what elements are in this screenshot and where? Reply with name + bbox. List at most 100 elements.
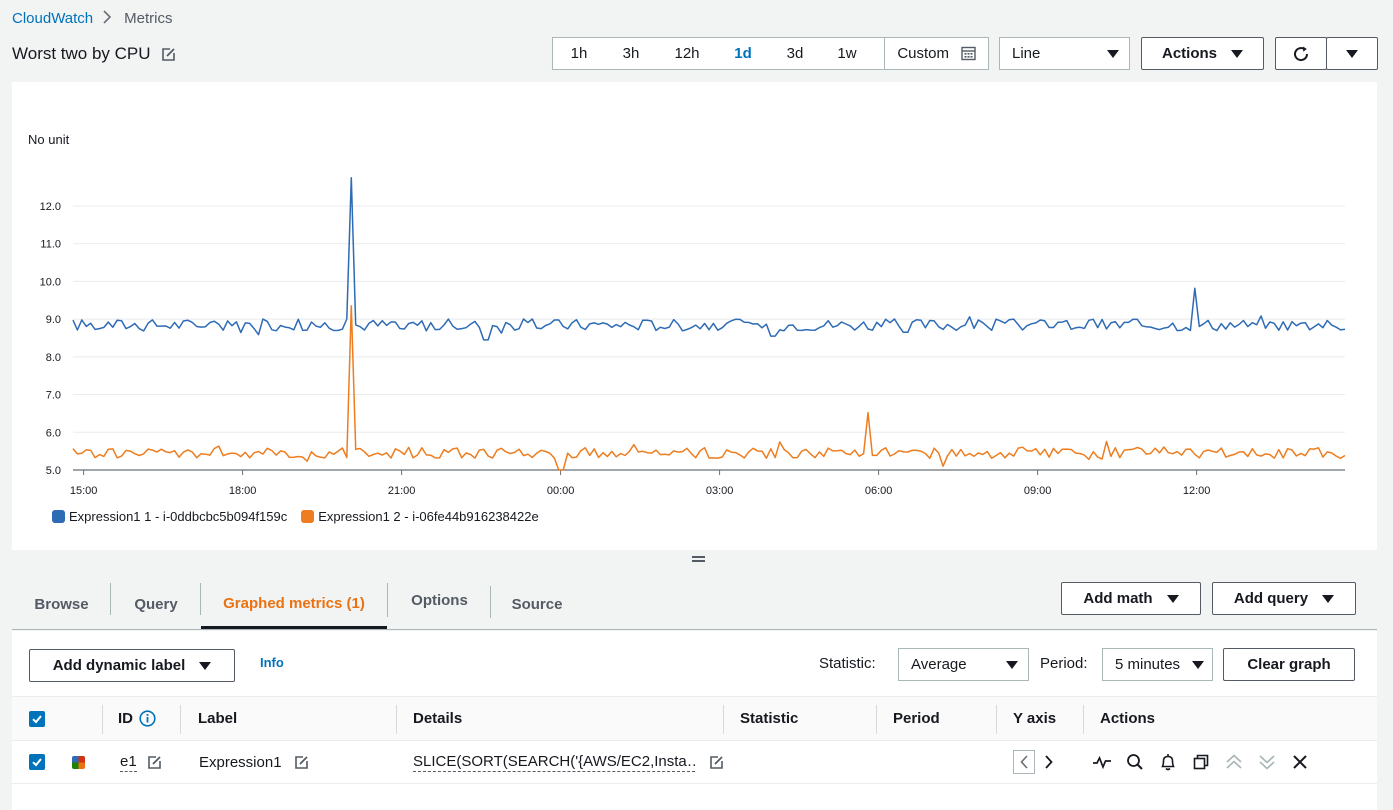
table-row: e1 Expression1 SLICE(SORT(SEARCH('{AWS/E… — [12, 741, 1377, 784]
period-select[interactable]: 5 minutes — [1102, 648, 1213, 681]
y-tick-label: 6.0 — [46, 427, 61, 439]
column-actions: Actions — [1100, 710, 1156, 727]
time-range-1d[interactable]: 1d — [734, 45, 752, 62]
caret-down-icon — [1322, 594, 1335, 603]
caret-down-icon — [1231, 49, 1243, 58]
period-label: Period: — [1040, 655, 1088, 672]
caret-down-icon — [1006, 660, 1018, 669]
y-tick-label: 9.0 — [46, 314, 61, 326]
tab-graphed-metrics[interactable]: Graphed metrics (1) — [201, 580, 387, 629]
edit-icon[interactable] — [147, 755, 162, 770]
move-up-icon[interactable] — [1224, 752, 1244, 772]
time-range-3d[interactable]: 3d — [786, 45, 804, 62]
clear-graph-button[interactable]: Clear graph — [1223, 648, 1355, 681]
resize-handle[interactable] — [692, 556, 705, 562]
x-tick-label: 15:00 — [70, 485, 98, 497]
x-tick-label: 18:00 — [229, 485, 257, 497]
column-label: Label — [198, 710, 238, 727]
y-tick-label: 8.0 — [46, 352, 61, 364]
legend-swatch-orange — [301, 510, 315, 523]
time-range-1h[interactable]: 1h — [570, 45, 588, 62]
caret-down-icon — [1166, 594, 1179, 603]
graphed-metrics-panel: Add dynamic label Info Statistic: Averag… — [12, 631, 1377, 810]
select-all-checkbox[interactable] — [29, 697, 45, 740]
column-period: Period — [893, 710, 940, 727]
series-line-1 — [72, 176, 1346, 341]
y-tick-label: 10.0 — [40, 276, 61, 288]
chart-legend: Expression1 1 - i-0ddbcbc5b094f159c Expr… — [52, 509, 539, 524]
legend-item-series-1[interactable]: Expression1 1 - i-0ddbcbc5b094f159c — [52, 509, 287, 524]
search-icon[interactable] — [1125, 752, 1145, 772]
tab-browse[interactable]: Browse — [12, 580, 111, 629]
tab-query[interactable]: Query — [111, 580, 201, 629]
refresh-button[interactable] — [1275, 37, 1327, 70]
statistic-label: Statistic: — [819, 655, 876, 672]
row-label-cell: Expression1 — [199, 741, 309, 783]
metrics-table-header: ID Label Details Statistic Period Y axis… — [12, 696, 1377, 741]
add-dynamic-label-button[interactable]: Add dynamic label — [29, 649, 235, 682]
actions-button[interactable]: Actions — [1141, 37, 1264, 70]
x-tick-label: 03:00 — [706, 485, 734, 497]
column-y-axis: Y axis — [1013, 710, 1057, 727]
x-tick-label: 12:00 — [1183, 485, 1211, 497]
row-details-cell: SLICE(SORT(SEARCH('{AWS/EC2,Insta… — [413, 741, 724, 783]
line-chart: 5.0 6.0 7.0 8.0 9.0 10.0 11.0 12.0 15:00 18:00 21:… — [40, 176, 1346, 497]
row-checkbox[interactable] — [29, 741, 45, 783]
chevron-right-icon — [103, 10, 112, 27]
chevron-right-icon[interactable] — [1037, 750, 1059, 774]
time-range-selector: 1h 3h 12h 1d 3d 1w Custom — [552, 37, 989, 70]
column-statistic: Statistic — [740, 710, 799, 727]
time-range-12h[interactable]: 12h — [674, 45, 700, 62]
tab-source[interactable]: Source — [511, 596, 563, 613]
tab-options[interactable]: Options — [387, 583, 491, 618]
y-axis-unit-label: No unit — [28, 132, 70, 147]
add-query-button[interactable]: Add query — [1212, 582, 1356, 615]
refresh-options-button[interactable] — [1326, 37, 1378, 70]
close-icon[interactable] — [1290, 752, 1310, 772]
edit-icon[interactable] — [294, 755, 309, 770]
metrics-tabs: Browse Query Graphed metrics (1) Options… — [12, 580, 1377, 630]
graph-type-select[interactable]: Line — [999, 37, 1130, 70]
caret-down-icon — [199, 661, 212, 670]
row-actions — [1092, 741, 1310, 783]
refresh-icon — [1292, 45, 1310, 63]
calendar-icon — [961, 46, 976, 61]
bell-alarm-icon[interactable] — [1158, 752, 1178, 772]
x-tick-label: 21:00 — [388, 485, 416, 497]
legend-item-series-2[interactable]: Expression1 2 - i-06fe44b916238422e — [301, 509, 539, 524]
graph-title: Worst two by CPU — [12, 44, 151, 63]
y-axis-switch — [1013, 741, 1059, 783]
caret-down-icon — [1192, 660, 1204, 669]
legend-swatch-blue — [52, 510, 65, 523]
info-link[interactable]: Info — [260, 655, 284, 670]
time-range-3h[interactable]: 3h — [622, 45, 640, 62]
copy-icon[interactable] — [1191, 752, 1211, 772]
x-tick-label: 06:00 — [865, 485, 893, 497]
time-range-custom[interactable]: Custom — [884, 38, 988, 69]
breadcrumb-current: Metrics — [124, 10, 173, 27]
caret-down-icon — [1346, 49, 1358, 58]
breadcrumb: CloudWatch Metrics — [12, 10, 173, 27]
move-down-icon[interactable] — [1257, 752, 1277, 772]
edit-icon[interactable] — [161, 47, 176, 62]
chevron-left-icon[interactable] — [1013, 750, 1035, 774]
column-id: ID — [118, 697, 156, 740]
statistic-select[interactable]: Average — [898, 648, 1029, 681]
y-tick-label: 5.0 — [46, 465, 61, 477]
x-tick-label: 09:00 — [1024, 485, 1052, 497]
y-tick-label: 12.0 — [40, 201, 61, 213]
color-swatch-icon[interactable] — [70, 741, 87, 783]
add-math-button[interactable]: Add math — [1061, 582, 1201, 615]
metrics-chart: No unit 5.0 6.0 7.0 8.0 9.0 10.0 11.0 12.0 15:00… — [12, 82, 1377, 550]
info-icon[interactable] — [139, 710, 156, 727]
y-tick-label: 11.0 — [40, 239, 61, 251]
time-range-1w[interactable]: 1w — [837, 45, 857, 62]
series-line-2 — [72, 305, 1346, 471]
x-tick-label: 00:00 — [547, 485, 575, 497]
caret-down-icon — [1107, 49, 1119, 58]
graph-title-row: Worst two by CPU — [12, 44, 176, 64]
edit-icon[interactable] — [709, 755, 724, 770]
graph-with-sparkline-icon[interactable] — [1092, 752, 1112, 772]
column-details: Details — [413, 710, 463, 727]
breadcrumb-cloudwatch-link[interactable]: CloudWatch — [12, 10, 94, 27]
